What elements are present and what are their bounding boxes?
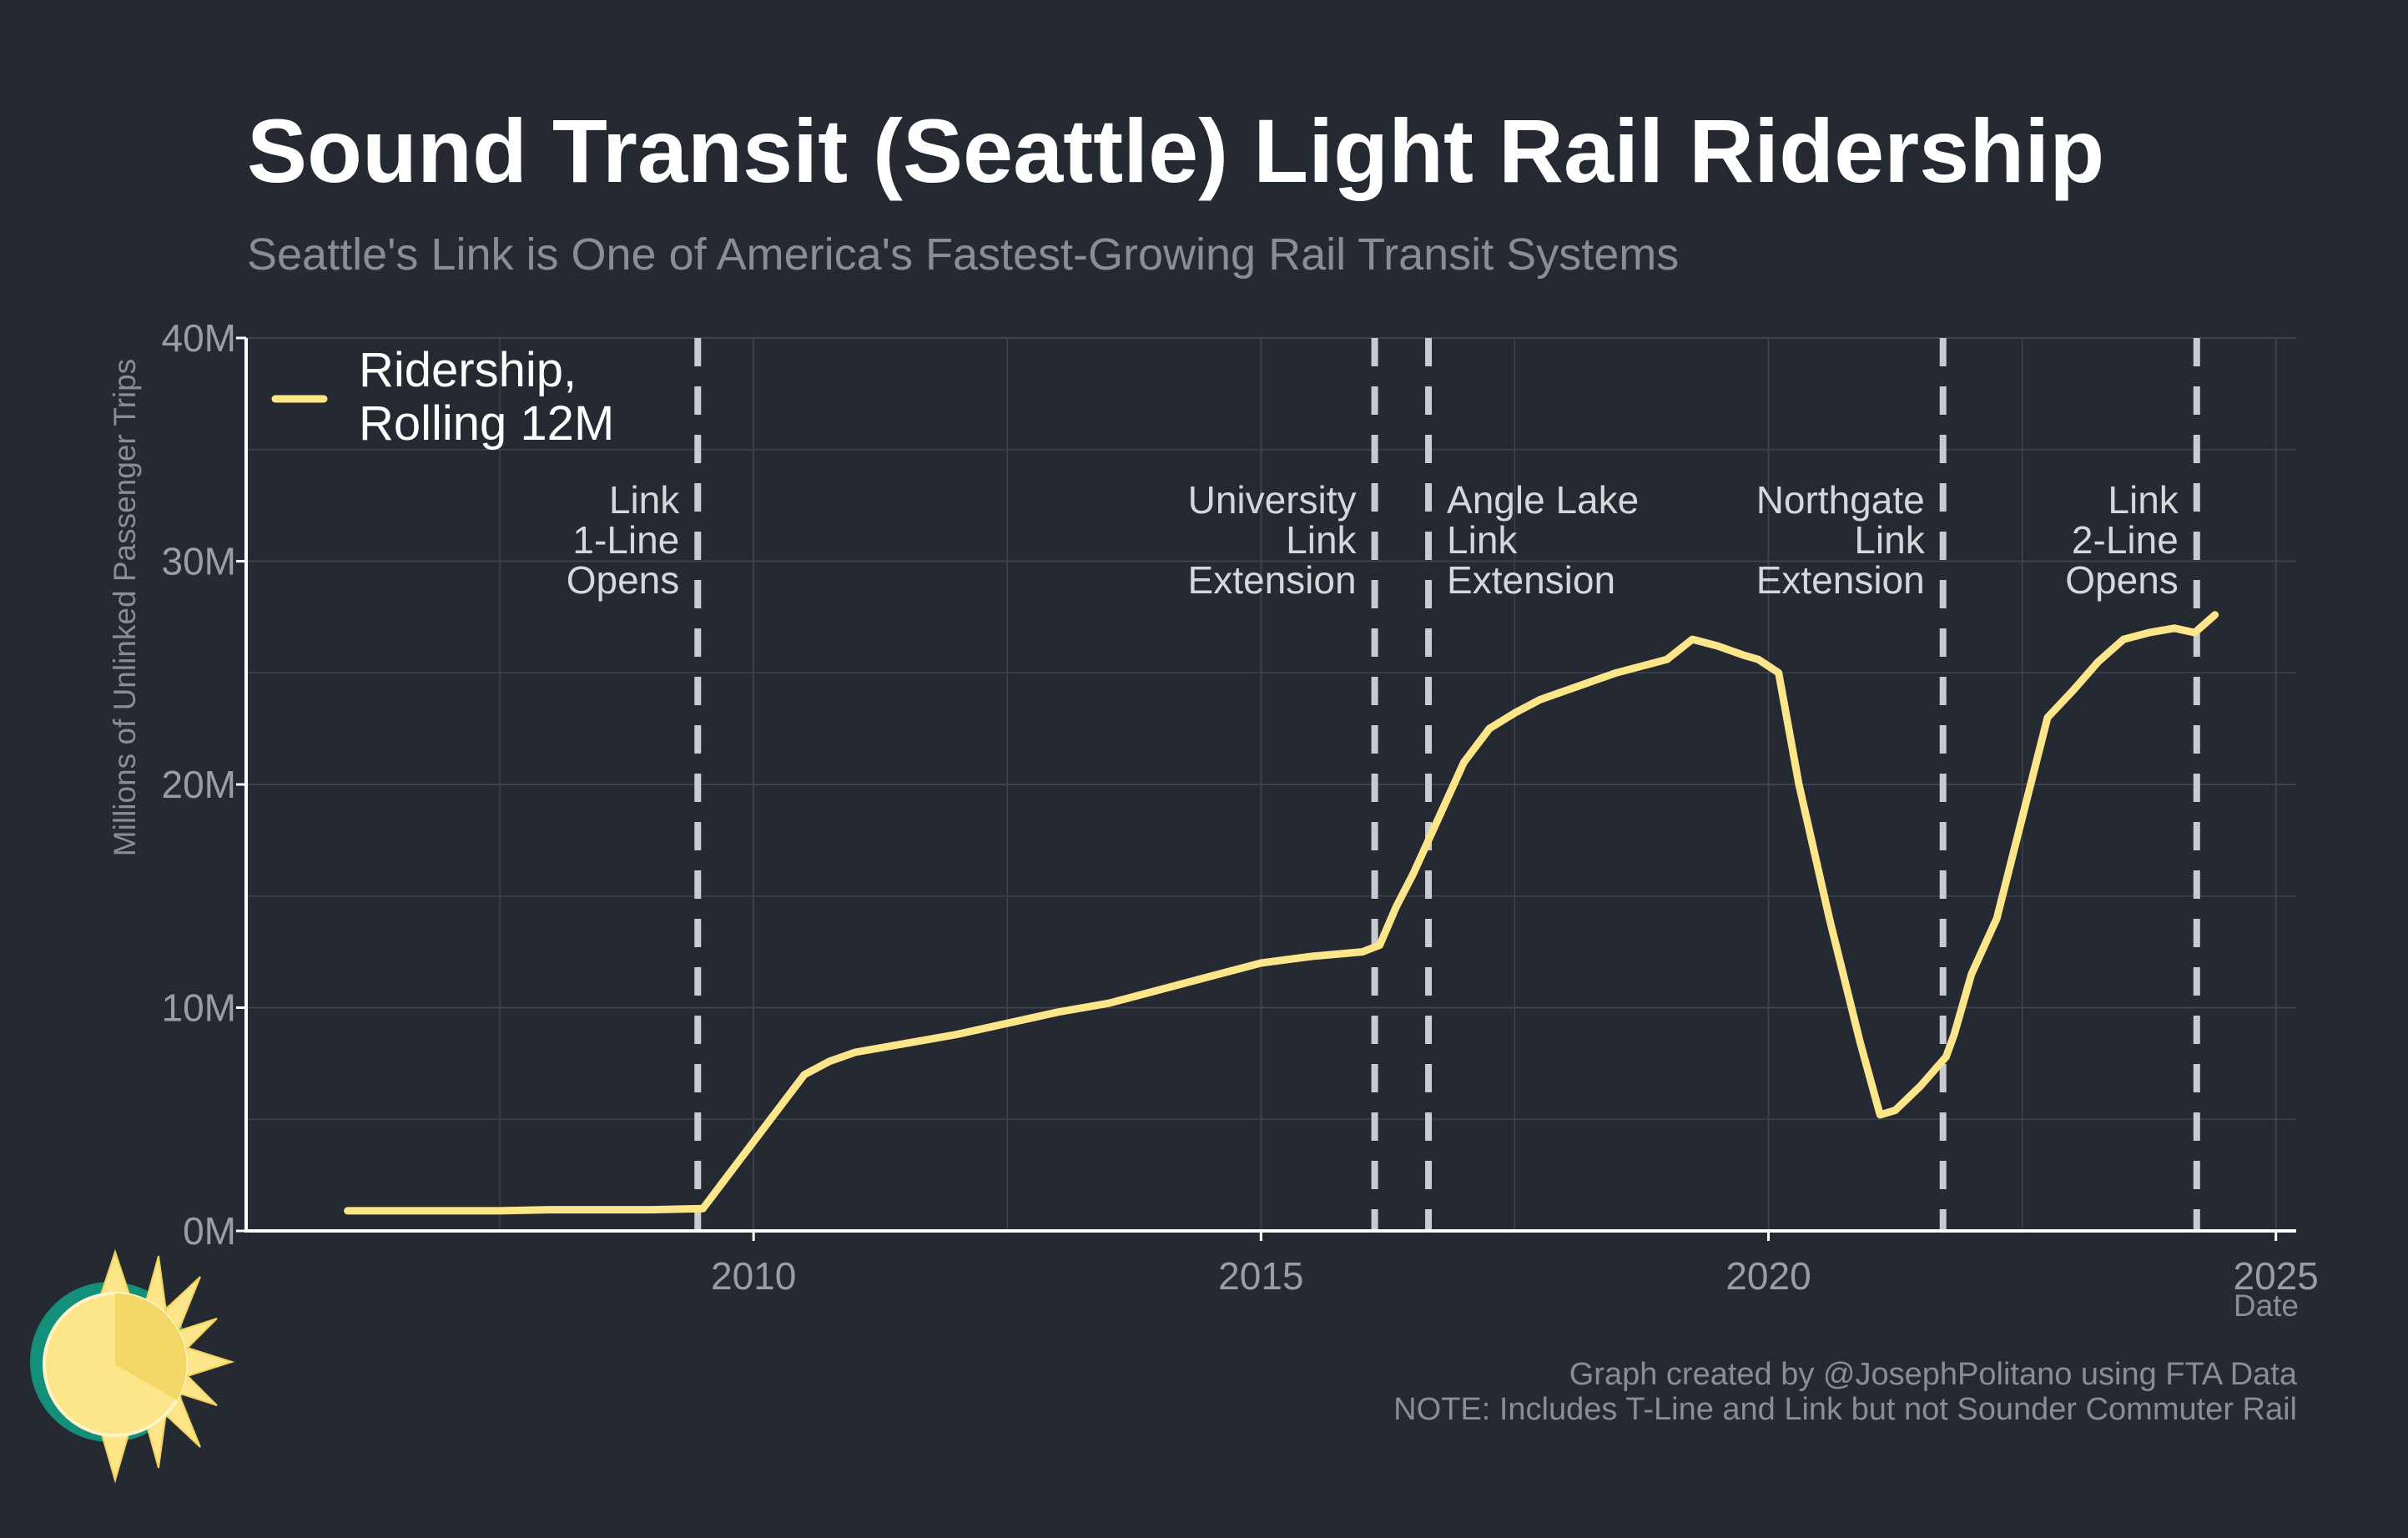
y-tick-label: 0M <box>183 1209 236 1253</box>
legend: Ridership, Rolling 12M <box>271 343 614 451</box>
y-tick-label: 30M <box>162 540 236 583</box>
annotation-text: Opens <box>2065 558 2179 602</box>
x-tick-label: 2010 <box>711 1254 796 1298</box>
annotation-text: Link <box>609 478 680 522</box>
annotation-text: Link <box>2108 478 2179 522</box>
x-tick-label: 2020 <box>1725 1254 1811 1298</box>
legend-label-line: Ridership, <box>359 343 577 397</box>
x-tick-label: 2015 <box>1218 1254 1303 1298</box>
annotation-text: University <box>1188 478 1357 522</box>
event-lines <box>694 338 2200 1231</box>
annotation-text: Angle Lake <box>1447 478 1639 522</box>
annotation-text: 1-Line <box>572 518 679 562</box>
chart-subtitle: Seattle's Link is One of America's Faste… <box>247 229 1679 280</box>
sun-logo-icon <box>30 1248 235 1484</box>
x-axis-label: Date <box>2234 1288 2299 1323</box>
annotation-text: Extension <box>1756 558 1925 602</box>
annotation-text: Extension <box>1188 558 1357 602</box>
x-tick-label: 2025 <box>2234 1254 2319 1298</box>
annotation-text: Link <box>1286 518 1357 562</box>
caption: Graph created by @JosephPolitano using F… <box>1393 1357 2298 1427</box>
caption-line-1: Graph created by @JosephPolitano using F… <box>1569 1357 2298 1392</box>
annotation-text: 2-Line <box>2072 518 2179 562</box>
annotations: Link1-LineOpensUniversityLinkExtensionAn… <box>567 478 2179 602</box>
y-tick-label: 40M <box>162 316 236 360</box>
tick-labels: 2010 2015 2020 2025 0M 10M 20M 30M 40M <box>162 316 2319 1298</box>
y-axis-label: Millions of Unlinked Passenger Trips <box>108 359 142 856</box>
series-lines <box>344 611 2219 1215</box>
legend-label: Ridership, Rolling 12M <box>359 343 614 451</box>
caption-line-2: NOTE: Includes T-Line and Link but not S… <box>1393 1392 2297 1427</box>
y-tick-label: 10M <box>162 986 236 1030</box>
annotation-text: Opens <box>567 558 680 602</box>
y-tick-label: 20M <box>162 763 236 806</box>
chart-title: Sound Transit (Seattle) Light Rail Rider… <box>247 100 2104 201</box>
annotation-text: Extension <box>1447 558 1615 602</box>
annotation-text: Northgate <box>1756 478 1925 522</box>
series-line <box>344 611 2219 1215</box>
legend-label-line: Rolling 12M <box>359 396 614 451</box>
annotation-text: Link <box>1447 518 1518 562</box>
annotation-text: Link <box>1854 518 1925 562</box>
